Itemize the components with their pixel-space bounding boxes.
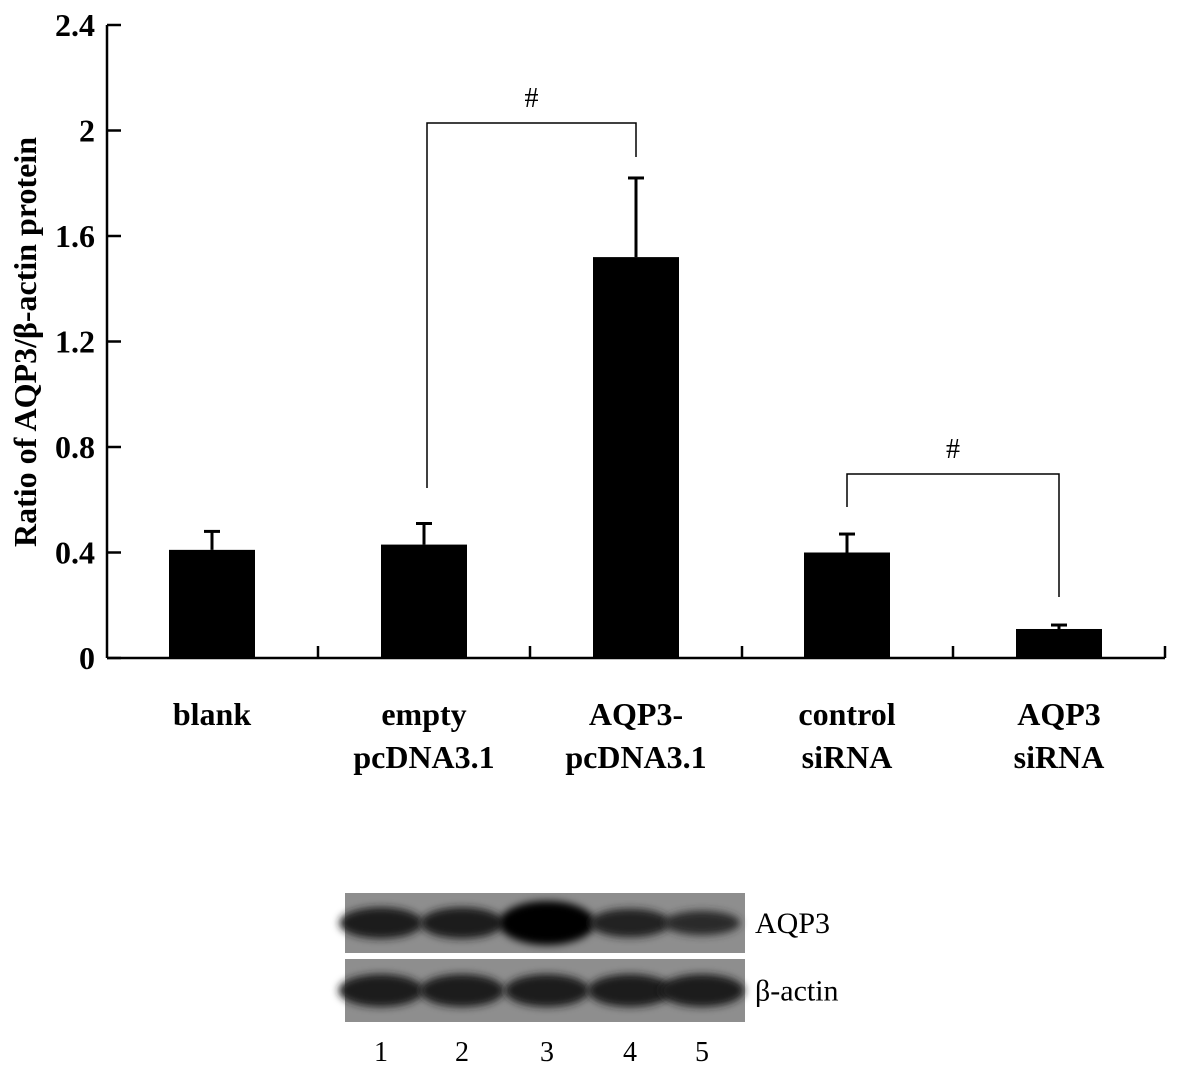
bar [381, 544, 467, 658]
y-tick-label: 1.2 [55, 324, 95, 360]
category-label: AQP3- [589, 696, 683, 732]
significance-label: # [946, 434, 960, 465]
y-axis-label: Ratio of AQP3/β-actin protein [7, 137, 43, 547]
lane-label: 1 [374, 1037, 388, 1068]
bar [1016, 628, 1102, 658]
bar [593, 257, 679, 658]
significance-bracket [846, 473, 1060, 597]
category-label: siRNA [802, 739, 893, 775]
category-label: siRNA [1014, 739, 1105, 775]
lane-label: 5 [695, 1037, 709, 1068]
category-label: pcDNA3.1 [565, 739, 706, 775]
y-tick-label: 0.4 [55, 535, 95, 571]
blot-band [663, 910, 741, 936]
y-tick-label: 2.4 [55, 7, 95, 43]
blot-band [420, 907, 504, 939]
y-tick-label: 0 [79, 640, 95, 676]
blot-band [659, 974, 745, 1007]
category-label: blank [173, 696, 251, 732]
bar [169, 549, 255, 658]
bar-chart: 0 0.4 0.8 1.2 1.6 2 2.4 blank empty pcDNA3.1 AQP3-… [55, 7, 1167, 775]
bar [804, 552, 890, 658]
blot-band [587, 974, 673, 1007]
category-label: pcDNA3.1 [353, 739, 494, 775]
blot-band-label: β-actin [755, 975, 839, 1008]
blot-band [419, 974, 505, 1007]
blot-band [499, 901, 595, 945]
significance-bracket [426, 122, 637, 488]
blot-band [589, 908, 671, 938]
lane-label: 4 [623, 1037, 637, 1068]
blot-band-label: AQP3 [755, 907, 830, 940]
blot-band [338, 974, 424, 1007]
blot-band [504, 974, 590, 1007]
y-tick-label: 0.8 [55, 429, 95, 465]
lane-label: 3 [540, 1037, 554, 1068]
category-label: AQP3 [1017, 696, 1101, 732]
category-label: empty [381, 696, 466, 732]
significance-label: # [525, 83, 539, 114]
blot-band [339, 907, 423, 939]
y-tick-label: 2 [79, 113, 95, 149]
category-label: control [798, 696, 895, 732]
western-blot: AQP3 β-actin 1 2 3 4 5 [338, 893, 839, 1068]
y-tick-label: 1.6 [55, 218, 95, 254]
lane-label: 2 [455, 1037, 469, 1068]
